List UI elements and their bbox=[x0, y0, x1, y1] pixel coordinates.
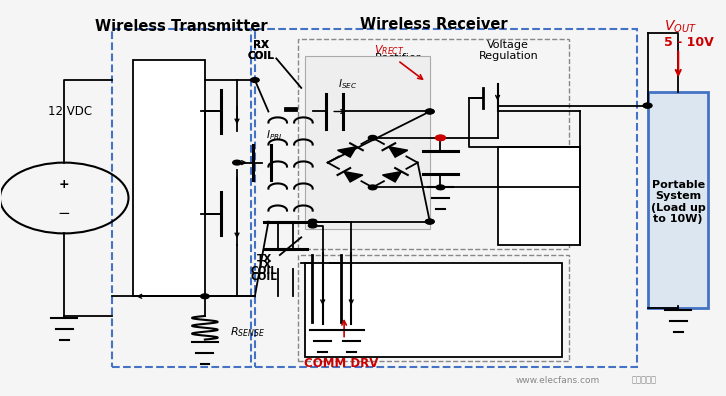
FancyBboxPatch shape bbox=[305, 263, 562, 357]
Polygon shape bbox=[344, 171, 363, 182]
Text: $I_{PRI}$: $I_{PRI}$ bbox=[266, 128, 282, 142]
Text: 电子发烧友: 电子发烧友 bbox=[632, 376, 656, 385]
Text: TX
COIL: TX COIL bbox=[250, 254, 277, 276]
Text: $V_{RECT}$: $V_{RECT}$ bbox=[374, 44, 404, 57]
Circle shape bbox=[233, 160, 241, 165]
Text: Rectifier: Rectifier bbox=[375, 53, 421, 63]
Text: $I_{SEC}$: $I_{SEC}$ bbox=[338, 77, 358, 91]
Circle shape bbox=[368, 135, 377, 140]
Text: Wireless Transmitter: Wireless Transmitter bbox=[95, 19, 268, 34]
Circle shape bbox=[309, 223, 317, 228]
Text: Portable
System
(Load up
to 10W): Portable System (Load up to 10W) bbox=[651, 179, 706, 224]
Text: Linear
Controller: Linear Controller bbox=[509, 182, 568, 210]
Text: 12 VDC: 12 VDC bbox=[48, 105, 92, 118]
Polygon shape bbox=[383, 171, 401, 182]
Text: COMM DRV: COMM DRV bbox=[304, 358, 378, 370]
Circle shape bbox=[436, 185, 445, 190]
Text: −: − bbox=[58, 206, 70, 221]
Circle shape bbox=[368, 185, 377, 190]
Circle shape bbox=[309, 219, 317, 224]
Circle shape bbox=[425, 219, 434, 224]
Text: Wireless Receiver: Wireless Receiver bbox=[359, 17, 507, 32]
Text: +: + bbox=[59, 178, 70, 191]
Text: RX
COIL: RX COIL bbox=[247, 40, 274, 61]
FancyBboxPatch shape bbox=[497, 147, 580, 245]
Circle shape bbox=[425, 109, 434, 114]
Circle shape bbox=[250, 78, 259, 82]
Circle shape bbox=[425, 219, 434, 224]
Circle shape bbox=[425, 109, 434, 114]
Circle shape bbox=[436, 135, 445, 140]
Text: www.elecfans.com: www.elecfans.com bbox=[515, 376, 600, 385]
FancyBboxPatch shape bbox=[134, 60, 205, 296]
Circle shape bbox=[436, 135, 446, 141]
Circle shape bbox=[643, 103, 652, 108]
Text: $R_{SENSE}$: $R_{SENSE}$ bbox=[230, 325, 265, 339]
Polygon shape bbox=[338, 147, 356, 157]
Text: RX
COIL: RX COIL bbox=[247, 40, 274, 61]
Circle shape bbox=[643, 103, 652, 108]
Text: TX
COIL: TX COIL bbox=[250, 260, 277, 282]
Text: Voltage
Regulation: Voltage Regulation bbox=[478, 40, 538, 61]
FancyBboxPatch shape bbox=[305, 57, 430, 229]
Circle shape bbox=[200, 294, 209, 299]
FancyBboxPatch shape bbox=[648, 92, 709, 308]
Text: $V_{OUT}$: $V_{OUT}$ bbox=[664, 19, 697, 35]
Text: RX Communication
& Control: RX Communication & Control bbox=[378, 299, 485, 321]
Text: 5 - 10V: 5 - 10V bbox=[664, 36, 714, 49]
Text: TX
Controller: TX Controller bbox=[140, 164, 198, 192]
Text: $I_{FEEDBACK}$: $I_{FEEDBACK}$ bbox=[136, 284, 181, 297]
Polygon shape bbox=[389, 147, 408, 157]
